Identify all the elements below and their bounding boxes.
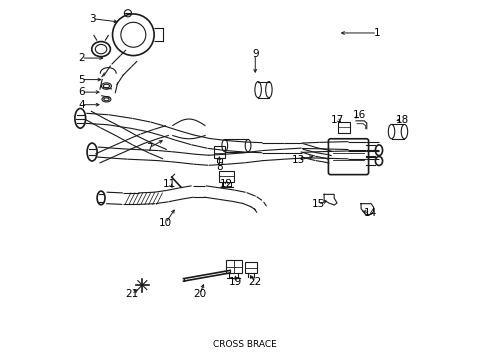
Text: 8: 8 <box>216 162 222 172</box>
Text: 2: 2 <box>78 53 84 63</box>
Text: 16: 16 <box>352 111 365 121</box>
Text: 14: 14 <box>363 208 376 218</box>
Text: 1: 1 <box>373 28 380 38</box>
Text: 6: 6 <box>78 87 84 97</box>
Text: 5: 5 <box>78 75 84 85</box>
Text: 9: 9 <box>251 49 258 59</box>
Text: 22: 22 <box>248 277 262 287</box>
Text: 4: 4 <box>78 100 84 110</box>
Text: 13: 13 <box>291 155 305 165</box>
Text: 19: 19 <box>228 277 242 287</box>
Text: 11: 11 <box>162 179 176 189</box>
Text: 17: 17 <box>330 115 344 125</box>
Text: 12: 12 <box>220 179 233 189</box>
Text: 15: 15 <box>311 199 324 210</box>
Text: CROSS BRACE: CROSS BRACE <box>212 341 276 350</box>
Text: 3: 3 <box>89 14 95 24</box>
Text: 7: 7 <box>146 143 152 153</box>
Text: 18: 18 <box>395 115 408 125</box>
Text: 20: 20 <box>193 289 206 299</box>
Text: 10: 10 <box>159 218 172 228</box>
Text: 21: 21 <box>124 289 138 299</box>
